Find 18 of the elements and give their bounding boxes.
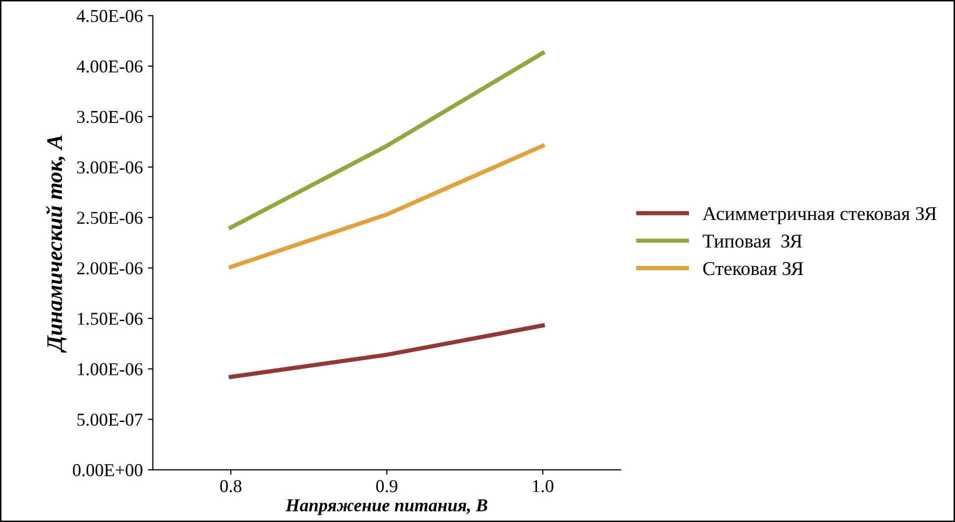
y-tick-label: 2.00E-06	[77, 262, 143, 274]
y-tick-label: 5.00E-07	[77, 414, 143, 426]
y-tick-label: 3.50E-06	[77, 110, 143, 124]
y-tick-label: 2.50E-06	[77, 212, 143, 224]
legend-label: Асимметричная стековая ЗЯ	[702, 207, 936, 224]
y-tick-label: 1.50E-06	[78, 312, 143, 325]
y-tick-label: 0.00E+00	[72, 464, 142, 476]
y-tick-label: 1.00E-06	[78, 363, 143, 376]
x-tick-label: 0.9	[376, 480, 398, 492]
y-tick-label: 4.00E-06	[76, 60, 143, 73]
x-tick-label: 0.8	[220, 480, 242, 492]
legend-label: Стековая ЗЯ	[703, 262, 804, 276]
x-tick-label: 1.0	[533, 480, 554, 492]
y-tick-label: 4.50E-06	[76, 10, 143, 22]
x-axis-title: Напряжение питания, В	[285, 499, 488, 516]
y-tick-label: 3.00E-06	[77, 161, 143, 174]
legend-label: Типовая ЗЯ	[702, 234, 802, 248]
y-axis-title: Динамический ток, А	[46, 135, 67, 353]
